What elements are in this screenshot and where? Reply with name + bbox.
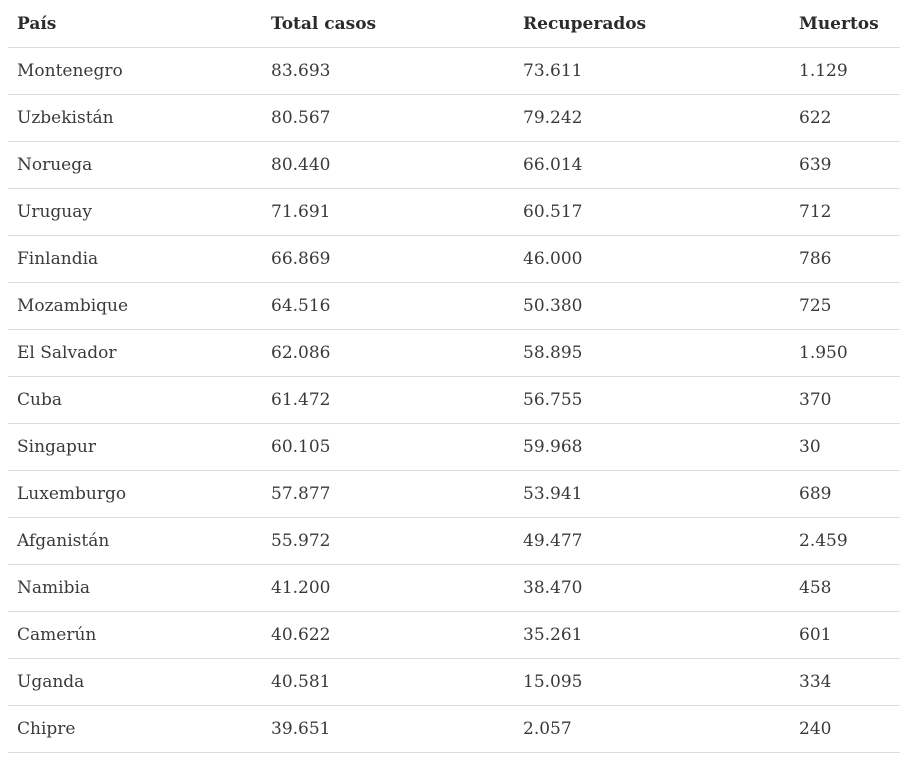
cell-deaths: 30 <box>790 423 900 471</box>
cell-deaths: 601 <box>790 611 900 659</box>
cell-total-cases: 61.472 <box>262 376 514 424</box>
cell-country: Cuba <box>8 376 262 424</box>
cell-country: Namibia <box>8 564 262 612</box>
table-row: Mozambique 64.516 50.380 725 <box>8 282 900 330</box>
cell-recovered: 35.261 <box>514 611 790 659</box>
cell-deaths: 622 <box>790 94 900 142</box>
cell-deaths: 712 <box>790 188 900 236</box>
cell-country: Finlandia <box>8 235 262 283</box>
cell-recovered: 60.517 <box>514 188 790 236</box>
cell-country: Uzbekistán <box>8 94 262 142</box>
table-row: Namibia 41.200 38.470 458 <box>8 564 900 612</box>
cell-deaths: 370 <box>790 376 900 424</box>
cell-recovered: 66.014 <box>514 141 790 189</box>
table-body: Montenegro 83.693 73.611 1.129 Uzbekistán 80.… <box>8 47 900 753</box>
cell-total-cases: 40.622 <box>262 611 514 659</box>
cell-recovered: 53.941 <box>514 470 790 518</box>
cell-total-cases: 39.651 <box>262 705 514 753</box>
cell-country: Mozambique <box>8 282 262 330</box>
table-row: Afganistán 55.972 49.477 2.459 <box>8 517 900 565</box>
header-deaths[interactable]: Muertos <box>790 0 900 48</box>
cell-country: Uruguay <box>8 188 262 236</box>
table-row: Uganda 40.581 15.095 334 <box>8 658 900 706</box>
cell-recovered: 56.755 <box>514 376 790 424</box>
cell-deaths: 334 <box>790 658 900 706</box>
header-recovered[interactable]: Recuperados <box>514 0 790 48</box>
cell-country: Afganistán <box>8 517 262 565</box>
cell-recovered: 58.895 <box>514 329 790 377</box>
cell-country: Noruega <box>8 141 262 189</box>
cell-total-cases: 80.567 <box>262 94 514 142</box>
table-row: Noruega 80.440 66.014 639 <box>8 141 900 189</box>
cell-total-cases: 66.869 <box>262 235 514 283</box>
table-row: Montenegro 83.693 73.611 1.129 <box>8 47 900 95</box>
cell-recovered: 50.380 <box>514 282 790 330</box>
cell-recovered: 15.095 <box>514 658 790 706</box>
cell-total-cases: 62.086 <box>262 329 514 377</box>
table-row: El Salvador 62.086 58.895 1.950 <box>8 329 900 377</box>
cell-country: Singapur <box>8 423 262 471</box>
cell-recovered: 2.057 <box>514 705 790 753</box>
table-row: Uzbekistán 80.567 79.242 622 <box>8 94 900 142</box>
cell-total-cases: 60.105 <box>262 423 514 471</box>
cell-deaths: 689 <box>790 470 900 518</box>
cell-recovered: 46.000 <box>514 235 790 283</box>
covid-cases-table-container: País Total casos Recuperados Muertos Mon… <box>8 0 900 753</box>
cell-deaths: 1.950 <box>790 329 900 377</box>
cell-deaths: 458 <box>790 564 900 612</box>
cell-total-cases: 80.440 <box>262 141 514 189</box>
cell-country: Camerún <box>8 611 262 659</box>
cell-total-cases: 57.877 <box>262 470 514 518</box>
cell-recovered: 73.611 <box>514 47 790 95</box>
cell-deaths: 1.129 <box>790 47 900 95</box>
header-country[interactable]: País <box>8 0 262 48</box>
cell-deaths: 725 <box>790 282 900 330</box>
header-total-cases[interactable]: Total casos <box>262 0 514 48</box>
cell-country: Luxemburgo <box>8 470 262 518</box>
table-row: Cuba 61.472 56.755 370 <box>8 376 900 424</box>
cell-recovered: 59.968 <box>514 423 790 471</box>
covid-cases-table: País Total casos Recuperados Muertos Mon… <box>8 0 900 753</box>
cell-deaths: 639 <box>790 141 900 189</box>
cell-total-cases: 41.200 <box>262 564 514 612</box>
cell-country: Montenegro <box>8 47 262 95</box>
table-row: Luxemburgo 57.877 53.941 689 <box>8 470 900 518</box>
table-row: Finlandia 66.869 46.000 786 <box>8 235 900 283</box>
cell-country: El Salvador <box>8 329 262 377</box>
cell-country: Chipre <box>8 705 262 753</box>
table-row: Singapur 60.105 59.968 30 <box>8 423 900 471</box>
cell-total-cases: 55.972 <box>262 517 514 565</box>
cell-deaths: 2.459 <box>790 517 900 565</box>
table-row: Chipre 39.651 2.057 240 <box>8 705 900 753</box>
cell-total-cases: 40.581 <box>262 658 514 706</box>
header-row: País Total casos Recuperados Muertos <box>8 0 900 48</box>
cell-recovered: 79.242 <box>514 94 790 142</box>
table-row: Camerún 40.622 35.261 601 <box>8 611 900 659</box>
cell-recovered: 38.470 <box>514 564 790 612</box>
cell-deaths: 240 <box>790 705 900 753</box>
cell-total-cases: 64.516 <box>262 282 514 330</box>
cell-country: Uganda <box>8 658 262 706</box>
table-header: País Total casos Recuperados Muertos <box>8 0 900 48</box>
cell-recovered: 49.477 <box>514 517 790 565</box>
cell-total-cases: 71.691 <box>262 188 514 236</box>
cell-deaths: 786 <box>790 235 900 283</box>
table-row: Uruguay 71.691 60.517 712 <box>8 188 900 236</box>
cell-total-cases: 83.693 <box>262 47 514 95</box>
